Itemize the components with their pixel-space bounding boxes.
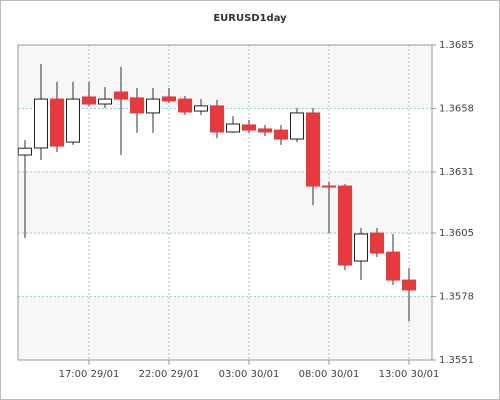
plot-border — [17, 44, 433, 361]
plot-background — [18, 45, 432, 360]
candle-body — [402, 279, 416, 291]
y-tick-label: 1.3631 — [439, 167, 474, 178]
candle-body — [114, 91, 128, 100]
y-tick-label: 1.3658 — [439, 103, 474, 114]
candle-body — [386, 251, 400, 281]
candle-body — [18, 147, 32, 156]
candle-body — [34, 98, 48, 149]
candle-body — [210, 105, 224, 133]
candle-body — [130, 97, 144, 114]
plot-band — [18, 234, 432, 297]
y-tick-label: 1.3605 — [439, 228, 474, 239]
candle-body — [194, 105, 208, 112]
candle-body — [98, 98, 112, 105]
candle-body — [162, 96, 176, 102]
y-tick-label: 1.3551 — [439, 355, 474, 366]
x-tick-label: 17:00 29/01 — [59, 369, 120, 380]
x-tick-label: 22:00 29/01 — [139, 369, 200, 380]
candle-body — [274, 129, 288, 140]
plot-band — [18, 108, 432, 171]
candle-body — [322, 185, 336, 188]
candle-body — [226, 123, 240, 133]
x-tick-label: 13:00 30/01 — [379, 369, 440, 380]
candle-body — [306, 112, 320, 187]
candle-body — [146, 98, 160, 114]
y-tick-label: 1.3685 — [439, 40, 474, 51]
candle-body — [290, 112, 304, 140]
chart-title: EURUSD1day — [213, 13, 287, 24]
y-tick-label: 1.3578 — [439, 292, 474, 303]
candle-body — [370, 232, 384, 254]
candle-body — [66, 98, 80, 143]
candle-body — [354, 233, 368, 262]
candle-body — [50, 98, 64, 147]
candle-body — [338, 185, 352, 266]
candle-body — [178, 98, 192, 113]
x-tick-label: 03:00 30/01 — [219, 369, 280, 380]
candle-body — [242, 124, 256, 131]
x-tick-label: 08:00 30/01 — [299, 369, 360, 380]
candle-body — [82, 96, 96, 105]
candle-body — [258, 128, 272, 133]
